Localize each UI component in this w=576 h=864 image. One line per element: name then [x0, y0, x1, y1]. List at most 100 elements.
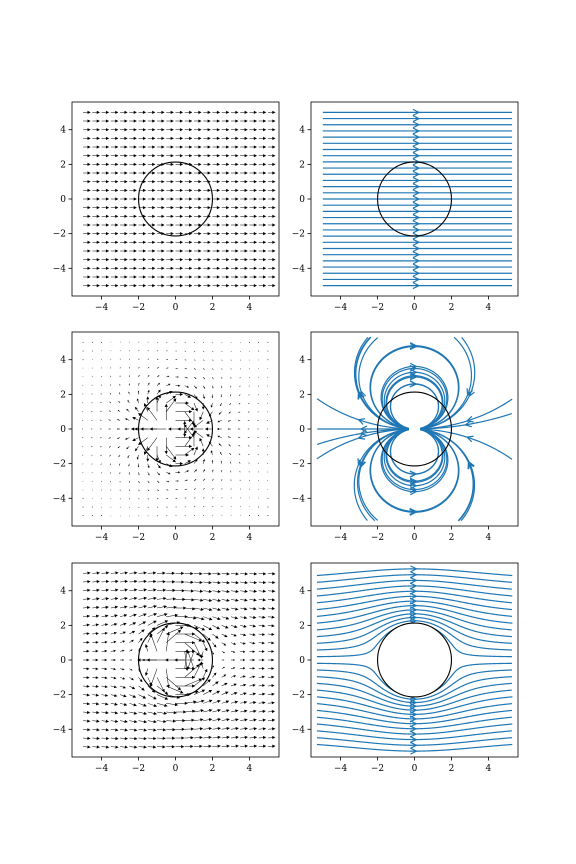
quiver-arrow: [101, 571, 110, 575]
quiver-arrow: [258, 266, 267, 270]
quiver-arrow: [230, 642, 237, 645]
quiver-arrow: [267, 615, 275, 619]
quiver-arrow: [221, 258, 230, 262]
quiver-arrow: [267, 206, 276, 210]
quiver-arrow: [258, 675, 265, 679]
quiver-arrow: [184, 598, 195, 602]
cylinder-circle: [376, 622, 453, 698]
quiver-arrow: [221, 359, 223, 361]
quiver-arrow: [240, 145, 248, 149]
quiver-arrow: [166, 398, 177, 412]
quiver-arrow: [147, 154, 156, 158]
quiver-arrow: [267, 641, 275, 645]
quiver-arrow: [248, 471, 250, 473]
quiver-arrow: [193, 515, 196, 516]
quiver-arrow: [138, 745, 147, 749]
quiver-arrow: [193, 430, 204, 438]
quiver-arrow: [120, 110, 128, 114]
quiver-arrow: [221, 275, 230, 279]
quiver-arrow: [230, 497, 232, 499]
quiver-arrow: [91, 350, 93, 352]
quiver-arrow: [227, 428, 231, 430]
quiver-arrow: [129, 659, 133, 661]
quiver-arrow: [203, 689, 213, 695]
quiver-arrow: [193, 258, 202, 262]
quiver-arrow: [193, 359, 196, 361]
streamline-arrow: [410, 741, 418, 749]
quiver-arrow: [249, 232, 258, 236]
quiver-arrow: [240, 223, 248, 227]
quiver-arrow: [221, 376, 223, 379]
quiver-arrow: [258, 232, 267, 236]
quiver-arrow: [239, 479, 241, 481]
quiver-arrow: [257, 462, 259, 464]
quiver-arrow: [101, 119, 110, 123]
quiver-arrow: [210, 402, 213, 408]
quiver-arrow: [258, 497, 259, 499]
quiver-arrow: [203, 368, 205, 370]
cylinder-circle: [137, 391, 214, 467]
quiver-arrow: [203, 668, 208, 678]
quiver-arrow: [240, 683, 247, 687]
quiver-arrow: [110, 266, 119, 270]
quiver-arrow: [258, 275, 267, 279]
quiver-arrow: [186, 650, 195, 669]
y-tick-label: 4: [299, 587, 305, 597]
plot-area: [83, 571, 276, 749]
quiver-arrow: [175, 515, 177, 516]
quiver-arrow: [240, 675, 246, 678]
quiver-arrow: [92, 275, 100, 279]
quiver-arrow: [138, 728, 148, 732]
quiver-arrow: [82, 489, 84, 491]
quiver-arrow: [110, 214, 119, 218]
quiver-arrow: [109, 463, 112, 466]
quiver-arrow: [175, 597, 186, 601]
streamline-arrow: [410, 565, 418, 573]
quiver-arrow: [238, 453, 241, 456]
quiver-arrow: [267, 684, 275, 688]
quiver-arrow: [249, 488, 250, 490]
streamline-arrow: [466, 388, 474, 397]
quiver-arrow: [267, 650, 275, 653]
quiver-arrow: [138, 154, 147, 158]
quiver-arrow: [193, 385, 198, 389]
quiver-arrow: [147, 374, 150, 378]
quiver-arrow: [120, 154, 128, 158]
quiver-arrow: [267, 480, 269, 482]
quiver-arrow: [193, 625, 206, 631]
quiver-arrow: [110, 154, 119, 158]
quiver-arrow: [267, 171, 276, 175]
quiver-arrow: [157, 180, 165, 184]
x-tick-label: 0: [173, 764, 179, 774]
quiver-arrow: [203, 478, 205, 482]
y-tick-label: 2: [60, 160, 66, 170]
quiver-arrow: [221, 497, 223, 499]
quiver-arrow: [267, 692, 275, 696]
quiver-arrow: [83, 667, 90, 671]
quiver-arrow: [120, 232, 128, 236]
streamline: [316, 689, 512, 711]
streamline-arrow: [412, 189, 421, 197]
quiver-arrow: [157, 136, 165, 140]
quiver-arrow: [119, 622, 127, 626]
quiver-arrow: [193, 223, 202, 227]
quiver-arrow: [221, 625, 229, 629]
quiver-arrow: [108, 419, 111, 421]
quiver-arrow: [203, 197, 211, 201]
quiver-arrow: [267, 632, 275, 636]
quiver-arrow: [147, 188, 156, 192]
streamline-arrow: [410, 571, 418, 579]
quiver-arrow: [240, 266, 248, 270]
quiver-arrow: [166, 703, 179, 707]
quiver-arrow: [119, 392, 121, 395]
quiver-arrow: [120, 171, 128, 175]
quiver-arrow: [212, 162, 221, 166]
y-tick-label: −4: [292, 494, 306, 504]
quiver-arrow: [83, 154, 91, 158]
quiver-arrow: [92, 728, 100, 732]
quiver-arrow: [156, 394, 161, 404]
x-tick-label: 4: [247, 303, 253, 313]
quiver-arrow: [227, 420, 232, 422]
quiver-arrow: [267, 188, 276, 192]
y-tick-label: 4: [60, 356, 66, 366]
